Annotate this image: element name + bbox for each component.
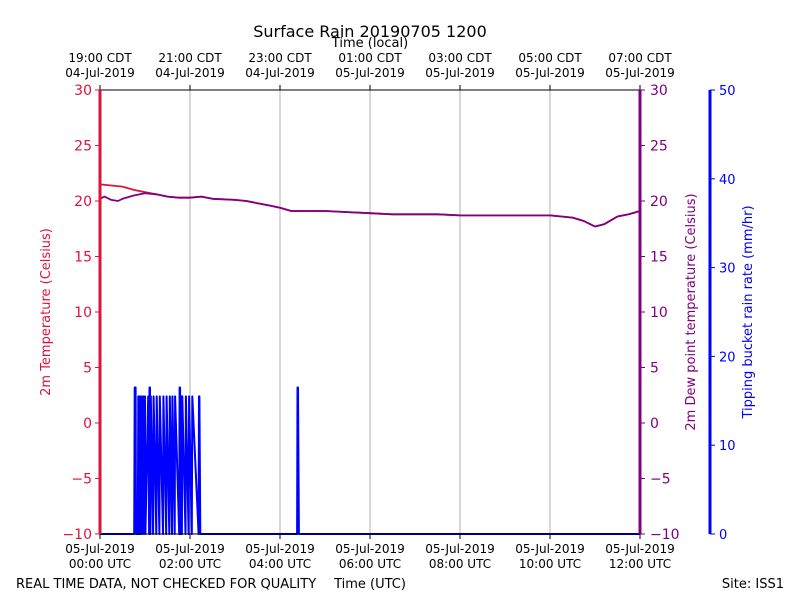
y-left-tick-label: 5: [83, 361, 92, 377]
footer-quality-note: REAL TIME DATA, NOT CHECKED FOR QUALITY: [16, 577, 316, 592]
x-top-tick-label-date: 05-Jul-2019: [515, 66, 585, 80]
x-bottom-tick-label-time: 02:00 UTC: [159, 557, 221, 571]
y-right-2-tick-label: 40: [719, 173, 736, 188]
chart-title: Surface Rain 20190705 1200: [253, 22, 487, 41]
x-bottom-tick-label-time: 08:00 UTC: [429, 557, 491, 571]
x-top-tick-label-time: 05:00 CDT: [518, 51, 582, 65]
y-right-1-tick-label: 15: [650, 250, 668, 266]
x-axis-label: Time (UTC): [333, 577, 406, 592]
y-left-tick-label: 25: [74, 139, 92, 155]
series-line-right_2: [100, 386, 640, 535]
x-bottom-tick-label-date: 05-Jul-2019: [515, 542, 585, 556]
series-line-right_1: [99, 192, 641, 228]
x-bottom-tick-label-date: 05-Jul-2019: [245, 542, 315, 556]
y-left-tick-label: −5: [71, 472, 92, 488]
y-left-tick-label: 30: [74, 83, 92, 99]
x-top-tick-label-time: 01:00 CDT: [338, 51, 402, 65]
top-axis-label: Time (local): [331, 36, 408, 51]
y-right-1-tick-label: 0: [650, 416, 659, 432]
y-right-1-tick-label: 25: [650, 139, 668, 155]
x-bottom-tick-label-time: 12:00 UTC: [609, 557, 671, 571]
x-top-tick-label-time: 03:00 CDT: [428, 51, 492, 65]
y-right-1-tick-label: −10: [650, 527, 680, 543]
x-bottom-tick-label-date: 05-Jul-2019: [605, 542, 675, 556]
y-right-2-tick-label: 50: [719, 84, 736, 99]
axes-layer: −10 −5 0 5 10 15 20 25 30 −10 −5 0 5 10 15 20 25 30 0 10 20 3…: [62, 51, 735, 571]
y-right-1-tick-label: −5: [650, 472, 671, 488]
y-right-2-tick-label: 30: [719, 262, 736, 277]
y-right-1-label: 2m Dew point temperature (Celsius): [684, 193, 699, 430]
y-left-tick-label: 10: [74, 305, 92, 321]
x-top-tick-label-date: 05-Jul-2019: [425, 66, 495, 80]
x-top-tick-label-time: 19:00 CDT: [68, 51, 132, 65]
x-bottom-tick-label-time: 04:00 UTC: [249, 557, 311, 571]
y-right-2-tick-label: 10: [719, 439, 736, 454]
x-top-tick-label-date: 04-Jul-2019: [245, 66, 315, 80]
y-right-1-tick-label: 10: [650, 305, 668, 321]
series-layer: [99, 183, 641, 535]
x-bottom-tick-label-date: 05-Jul-2019: [335, 542, 405, 556]
y-left-tick-label: −10: [62, 527, 92, 543]
y-right-2-label: Tipping bucket rain rate (mm/hr): [741, 205, 756, 419]
x-top-tick-label-date: 05-Jul-2019: [605, 66, 675, 80]
y-left-tick-label: 15: [74, 250, 92, 266]
footer-site: Site: ISS1: [722, 577, 784, 592]
y-left-tick-label: 20: [74, 194, 92, 210]
x-bottom-tick-label-date: 05-Jul-2019: [425, 542, 495, 556]
x-top-tick-label-time: 21:00 CDT: [158, 51, 222, 65]
x-bottom-tick-label-time: 06:00 UTC: [339, 557, 401, 571]
y-left-tick-label: 0: [83, 416, 92, 432]
y-right-1-tick-label: 5: [650, 361, 659, 377]
grid-lines: [189, 90, 551, 534]
y-left-label: 2m Temperature (Celsius): [39, 228, 54, 396]
y-right-2-tick-label: 20: [719, 350, 736, 365]
x-top-tick-label-time: 07:00 CDT: [608, 51, 672, 65]
y-right-2-tick-label: 0: [719, 528, 727, 543]
x-bottom-tick-label-time: 10:00 UTC: [519, 557, 581, 571]
x-bottom-tick-label-date: 05-Jul-2019: [155, 542, 225, 556]
y-right-1-tick-label: 20: [650, 194, 668, 210]
x-top-tick-label-date: 04-Jul-2019: [155, 66, 225, 80]
x-top-tick-label-date: 04-Jul-2019: [65, 66, 135, 80]
x-bottom-tick-label-date: 05-Jul-2019: [65, 542, 135, 556]
x-bottom-tick-label-time: 00:00 UTC: [69, 557, 131, 571]
y-right-1-tick-label: 30: [650, 83, 668, 99]
x-top-tick-label-time: 23:00 CDT: [248, 51, 312, 65]
x-top-tick-label-date: 05-Jul-2019: [335, 66, 405, 80]
